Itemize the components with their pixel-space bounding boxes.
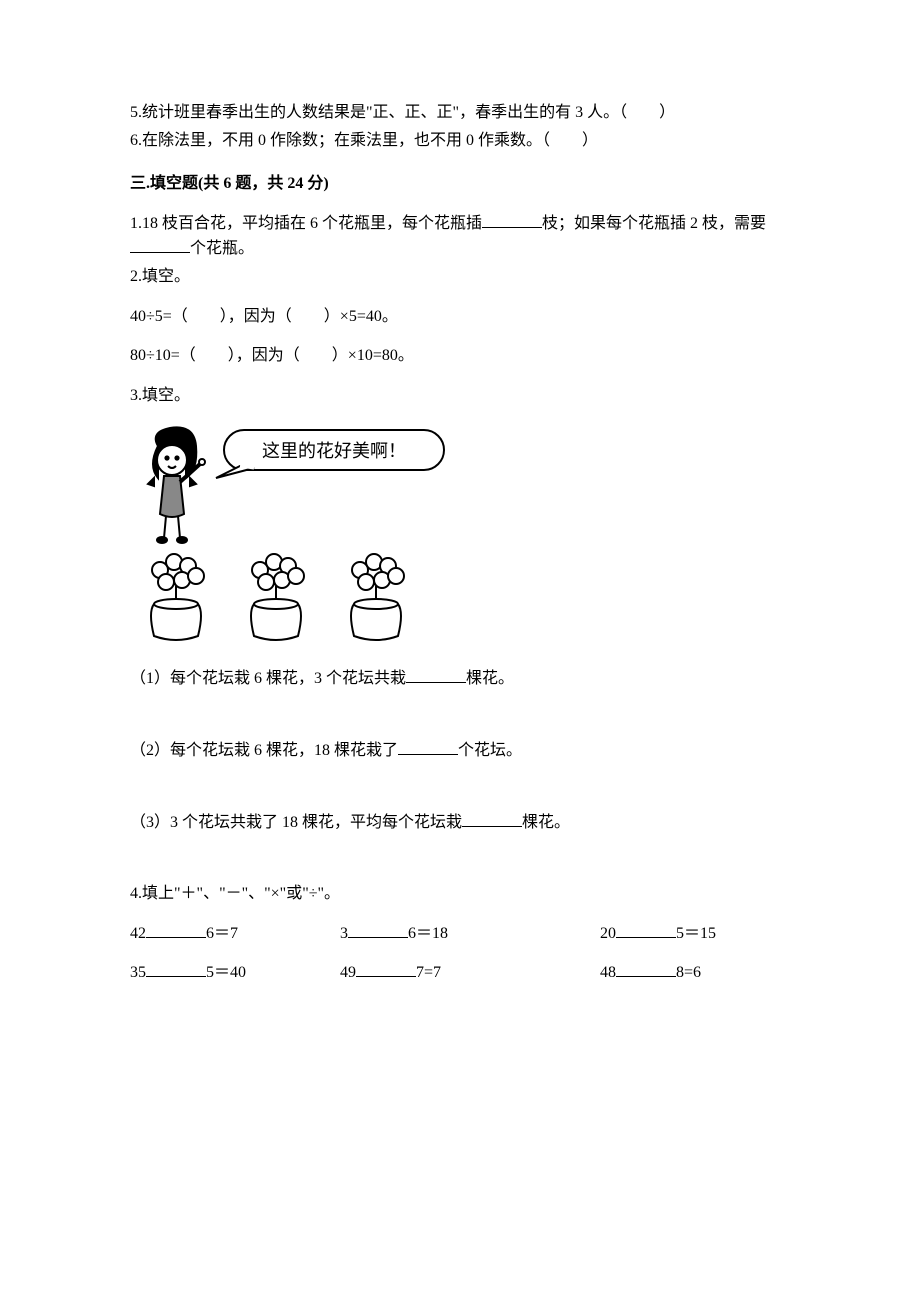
s3-q2-line1: 40÷5=（ ），因为（ ）×5=40。 xyxy=(130,304,800,330)
s3-q3-1a: （1）每个花坛栽 6 棵花，3 个花坛共栽 xyxy=(130,670,406,687)
cell: 20 5＝15 xyxy=(600,921,716,947)
val: 7=7 xyxy=(416,964,441,981)
s3-q2-line2: 80÷10=（ ），因为（ ）×10=80。 xyxy=(130,343,800,369)
s3-q3-2b: 个花坛。 xyxy=(458,742,522,759)
cell: 48 8=6 xyxy=(600,960,701,986)
s3-q1-text-c: 个花瓶。 xyxy=(190,240,254,257)
blank-input[interactable] xyxy=(462,810,522,827)
blank-input[interactable] xyxy=(398,738,458,755)
question-6: 6.在除法里，不用 0 作除数；在乘法里，也不用 0 作乘数。（ ） xyxy=(130,128,800,154)
s3-q4-row2: 35 5＝40 49 7=7 48 8=6 xyxy=(130,960,800,986)
blank-input[interactable] xyxy=(130,236,190,253)
val: 35 xyxy=(130,964,146,981)
s3-q4-row1: 42 6＝7 3 6＝18 20 5＝15 xyxy=(130,921,800,947)
s3-q3-3b: 棵花。 xyxy=(522,814,570,831)
val: 8=6 xyxy=(676,964,701,981)
cell: 3 6＝18 xyxy=(340,921,600,947)
s3-q3-3a: （3）3 个花坛共栽了 18 棵花，平均每个花坛栽 xyxy=(130,814,462,831)
blank-input[interactable] xyxy=(482,211,542,228)
question-5: 5.统计班里春季出生的人数结果是"正、正、正"，春季出生的有 3 人。（ ） xyxy=(130,100,800,126)
cell: 49 7=7 xyxy=(340,960,600,986)
s3-q1: 1.18 枝百合花，平均插在 6 个花瓶里，每个花瓶插 枝；如果每个花瓶插 2 枝… xyxy=(130,211,800,262)
val: 20 xyxy=(600,925,616,942)
s3-q3-2a: （2）每个花坛栽 6 棵花，18 棵花栽了 xyxy=(130,742,398,759)
val: 6＝7 xyxy=(206,925,238,942)
section-3-title: 三.填空题(共 6 题，共 24 分) xyxy=(130,171,800,197)
blank-input[interactable] xyxy=(146,921,206,938)
page: 5.统计班里春季出生的人数结果是"正、正、正"，春季出生的有 3 人。（ ） 6… xyxy=(0,0,920,1302)
val: 5＝40 xyxy=(206,964,246,981)
s3-q3-sub3: （3）3 个花坛共栽了 18 棵花，平均每个花坛栽 棵花。 xyxy=(130,810,800,836)
s3-q3: 3.填空。 xyxy=(130,383,800,409)
s3-q3-sub2: （2）每个花坛栽 6 棵花，18 棵花栽了 个花坛。 xyxy=(130,738,800,764)
val: 42 xyxy=(130,925,146,942)
s3-q4: 4.填上"＋"、"－"、"×"或"÷"。 xyxy=(130,881,800,907)
val: 3 xyxy=(340,925,348,942)
s3-q2: 2.填空。 xyxy=(130,264,800,290)
s3-q3-illustration: 这里的花好美啊！ xyxy=(130,422,800,652)
val: 48 xyxy=(600,964,616,981)
s3-q1-text-a: 1.18 枝百合花，平均插在 6 个花瓶里，每个花瓶插 xyxy=(130,215,482,232)
blank-input[interactable] xyxy=(146,960,206,977)
val: 49 xyxy=(340,964,356,981)
blank-input[interactable] xyxy=(616,921,676,938)
s3-q3-sub1: （1）每个花坛栽 6 棵花，3 个花坛共栽 棵花。 xyxy=(130,666,800,692)
speech-bubble-text: 这里的花好美啊！ xyxy=(262,441,406,461)
val: 5＝15 xyxy=(676,925,716,942)
blank-input[interactable] xyxy=(616,960,676,977)
blank-input[interactable] xyxy=(348,921,408,938)
blank-input[interactable] xyxy=(356,960,416,977)
cell: 42 6＝7 xyxy=(130,921,340,947)
val: 6＝18 xyxy=(408,925,448,942)
girl-icon xyxy=(148,428,205,544)
s3-q1-text-b: 枝；如果每个花瓶插 2 枝，需要 xyxy=(542,215,766,232)
blank-input[interactable] xyxy=(406,666,466,683)
cell: 35 5＝40 xyxy=(130,960,340,986)
s3-q3-1b: 棵花。 xyxy=(466,670,514,687)
flowerpot-icon xyxy=(151,554,404,640)
